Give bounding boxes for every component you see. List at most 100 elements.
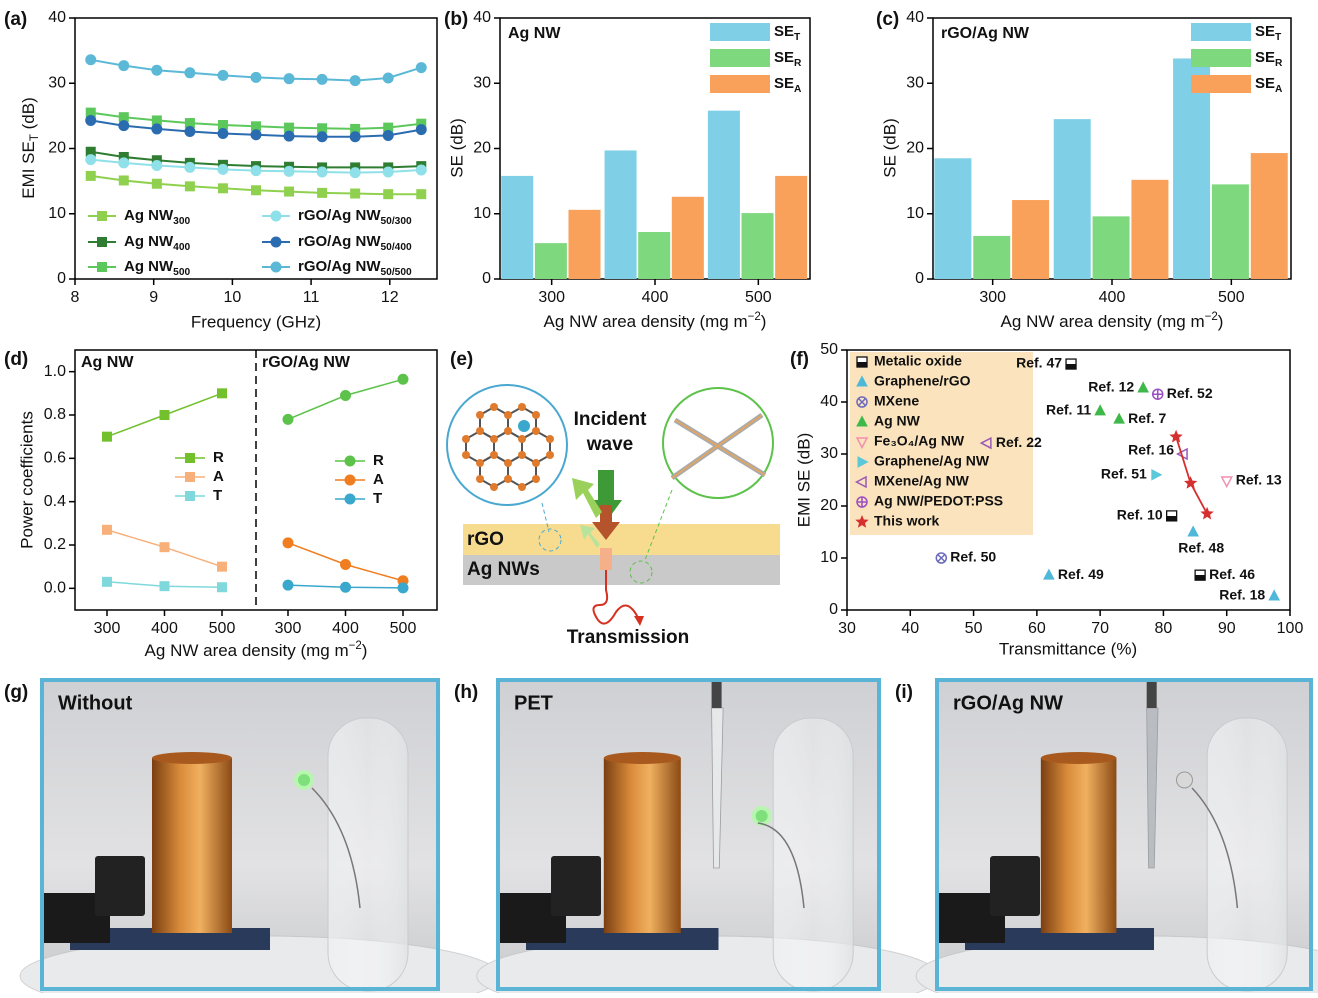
y-tick-label: 0	[829, 601, 838, 618]
marker	[218, 183, 228, 193]
marker	[217, 562, 227, 572]
marker	[398, 374, 408, 384]
legend-label-part: 300	[173, 216, 190, 227]
legend-marker	[97, 262, 107, 272]
legend-label-part: 50/300	[381, 216, 412, 227]
marker	[317, 188, 327, 198]
marker	[341, 582, 351, 592]
y-tick-label: 0	[915, 270, 924, 287]
x-axis-label-part: )	[1218, 312, 1224, 331]
marker	[251, 166, 261, 176]
led	[754, 808, 770, 824]
bar	[1093, 216, 1130, 279]
x-tick-label: 400	[1099, 289, 1126, 306]
marker	[317, 132, 327, 142]
bar	[672, 197, 704, 279]
figure: Incident wave rGO Ag NWs Transmission 01…	[0, 0, 1318, 993]
coil-top	[604, 752, 681, 764]
y-tick-label: 0.2	[44, 536, 66, 553]
x-tick-label: 300	[979, 289, 1006, 306]
y-axis-label-part: T	[29, 134, 41, 141]
point-label: Ref. 46	[1209, 566, 1255, 582]
y-tick-label: 50	[820, 341, 838, 358]
legend-marker	[345, 494, 355, 504]
y-tick-label: 40	[820, 393, 838, 410]
marker	[383, 130, 393, 140]
x-tick-label: 500	[1218, 289, 1245, 306]
y-axis-label-part: (dB)	[19, 97, 38, 134]
x-axis-label-part: )	[362, 641, 368, 660]
marker	[350, 168, 360, 178]
legend-marker	[271, 237, 281, 247]
marker	[1195, 570, 1205, 580]
switch	[95, 856, 145, 916]
y-axis-label-part: EMI SE	[19, 141, 38, 199]
legend-label: Ag NW400	[124, 233, 190, 253]
marker	[1200, 507, 1213, 520]
legend-label: SET	[1255, 23, 1282, 43]
x-axis-label: Frequency (GHz)	[191, 312, 321, 331]
legend-marker	[271, 262, 281, 272]
marker	[152, 124, 162, 134]
marker	[86, 55, 96, 65]
legend-label: A	[213, 468, 224, 485]
legend-label: Ag NW500	[124, 258, 190, 278]
marker	[416, 125, 426, 135]
marker	[251, 185, 261, 195]
point-label: Ref. 18	[1219, 587, 1265, 603]
x-tick-label: 60	[1028, 620, 1046, 637]
legend-marker	[271, 211, 281, 221]
legend-label: This work	[874, 513, 940, 529]
y-tick-label: 0	[57, 270, 66, 287]
point-label: Ref. 50	[950, 549, 996, 565]
x-tick-label: 50	[965, 620, 983, 637]
marker	[936, 553, 946, 563]
switch	[551, 856, 601, 916]
photo-label: PET	[514, 692, 553, 714]
panel-label: (i)	[895, 682, 913, 703]
legend-label-part: rGO/Ag NW	[298, 207, 381, 224]
marker	[251, 72, 261, 82]
marker	[1222, 477, 1232, 487]
x-axis-label: Ag NW area density (mg m−2)	[544, 311, 767, 331]
y-tick-label: 0.4	[44, 493, 66, 510]
marker	[383, 167, 393, 177]
legend-label: SET	[774, 23, 801, 43]
legend-swatch	[710, 49, 770, 67]
legend-label-part: SE	[1255, 49, 1275, 66]
marker	[1114, 414, 1124, 424]
legend-label: Metalic oxide	[874, 353, 962, 369]
y-tick-label: 0.6	[44, 450, 66, 467]
test-tube	[1207, 718, 1287, 991]
x-tick-label: 40	[901, 620, 919, 637]
x-tick-label: 500	[745, 289, 772, 306]
marker	[160, 410, 170, 420]
marker	[119, 175, 129, 185]
y-tick-label: 40	[473, 9, 491, 26]
bar	[1131, 180, 1168, 279]
legend-label-part: Ag NW	[124, 258, 174, 275]
marker	[283, 580, 293, 590]
y-tick-label: 30	[48, 74, 66, 91]
bar	[1212, 184, 1249, 279]
bar	[775, 176, 807, 279]
legend-label-part: 50/400	[381, 242, 412, 253]
legend-label-part: T	[1275, 32, 1282, 43]
panel-label: (c)	[876, 9, 899, 30]
legend-label: MXene/Ag NW	[874, 473, 970, 489]
panel-label: (h)	[454, 682, 478, 703]
legend-label-part: T	[794, 32, 801, 43]
x-axis-label-part: Ag NW area density (mg m	[544, 312, 748, 331]
marker	[86, 155, 96, 165]
y-axis-label: SE (dB)	[880, 118, 899, 178]
x-tick-label: 500	[390, 620, 417, 637]
marker	[218, 70, 228, 80]
marker	[1269, 590, 1279, 600]
x-axis-label-part: −2	[1205, 311, 1218, 323]
diagram: Incident wave rGO Ag NWs Transmission	[447, 385, 780, 648]
point-label: Ref. 47	[1016, 355, 1062, 371]
marker	[86, 115, 96, 125]
marker	[1044, 570, 1054, 580]
incident-label: wave	[586, 434, 633, 455]
coil	[604, 758, 681, 933]
